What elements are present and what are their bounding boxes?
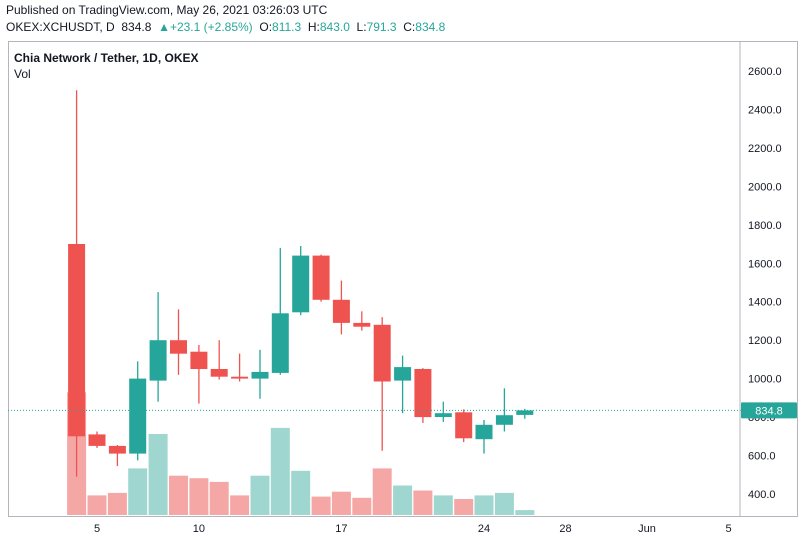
volume-bar-13 <box>311 496 331 515</box>
volume-bar-12 <box>291 470 311 515</box>
candle-body-4[interactable] <box>129 378 147 454</box>
x-tick-label: 28 <box>559 523 571 535</box>
y-tick-label: 1200.0 <box>748 335 782 347</box>
x-tick-label: 5 <box>725 523 731 535</box>
low-value: 791.3 <box>366 20 397 34</box>
ohlc-line: OKEX:XCHUSDT, D 834.8 ▲+23.1 (+2.85%) O:… <box>6 20 445 34</box>
y-tick-label: 1800.0 <box>748 220 782 232</box>
candle-body-14[interactable] <box>332 299 350 323</box>
volume-bar-15 <box>352 497 372 515</box>
candle-body-2[interactable] <box>88 434 106 446</box>
symbol-label: OKEX:XCHUSDT, D <box>6 20 115 34</box>
volume-bar-16 <box>372 468 392 515</box>
last-price-tag <box>741 402 797 419</box>
y-tick-label: 2000.0 <box>748 181 782 193</box>
close-value: 834.8 <box>415 20 446 34</box>
x-tick-label: 17 <box>335 523 347 535</box>
close-label: C: <box>403 20 416 34</box>
volume-bar-3 <box>107 492 127 515</box>
volume-bar-23 <box>515 510 535 515</box>
candle-body-6[interactable] <box>170 340 187 354</box>
volume-bar-4 <box>128 468 148 515</box>
candle-body-15[interactable] <box>353 322 371 327</box>
candle-body-21[interactable] <box>475 424 493 440</box>
candle-body-7[interactable] <box>190 351 208 369</box>
volume-bar-19 <box>433 495 453 515</box>
y-tick-label: 1400.0 <box>748 297 782 309</box>
candle-body-8[interactable] <box>210 369 228 377</box>
volume-layer <box>67 392 535 515</box>
candle-body-10[interactable] <box>251 371 269 379</box>
volume-bar-6 <box>169 475 188 515</box>
open-label: O: <box>259 20 273 34</box>
volume-bar-21 <box>474 495 494 515</box>
candle-body-16[interactable] <box>373 324 391 382</box>
last-price-value: 834.8 <box>121 20 152 34</box>
candle-body-3[interactable] <box>108 445 126 454</box>
change-arrow-icon: ▲ <box>158 20 170 34</box>
y-tick-label: 2600.0 <box>748 66 782 78</box>
volume-bar-8 <box>209 481 229 515</box>
y-tick-label: 1000.0 <box>748 374 782 386</box>
candle-body-18[interactable] <box>414 369 432 418</box>
last-price-tag-label: 834.8 <box>755 405 783 417</box>
volume-bar-5 <box>148 434 168 515</box>
y-tick-label: 600.0 <box>748 451 776 463</box>
candle-body-13[interactable] <box>312 255 330 300</box>
volume-bar-17 <box>393 485 413 515</box>
chart-frame <box>8 41 798 517</box>
candle-body-23[interactable] <box>516 410 534 415</box>
published-line: Published on TradingView.com, May 26, 20… <box>6 3 328 17</box>
candle-layer <box>68 90 534 477</box>
candle-body-11[interactable] <box>271 313 289 373</box>
candle-body-5[interactable] <box>149 340 167 381</box>
volume-bar-14 <box>331 491 351 515</box>
change-value: +23.1 (+2.85%) <box>169 20 253 34</box>
volume-bar-9 <box>230 495 250 515</box>
candle-body-9[interactable] <box>231 376 249 379</box>
volume-bar-10 <box>250 475 270 515</box>
low-label: L: <box>356 20 367 34</box>
volume-bar-7 <box>189 478 209 515</box>
open-value: 811.3 <box>272 20 302 34</box>
chart-legend-title: Chia Network / Tether, 1D, OKEX <box>14 51 199 65</box>
volume-bar-11 <box>270 427 290 515</box>
y-tick-label: 2400.0 <box>748 105 782 117</box>
volume-bar-20 <box>454 499 474 515</box>
volume-bar-2 <box>87 495 107 515</box>
axis-layer: 2600.0 2400.0 2200.0 2000.0 1800.0 1600.0 1400… <box>94 41 797 535</box>
y-tick-label: 400.0 <box>748 489 776 501</box>
high-value: 843.0 <box>319 20 350 34</box>
y-tick-label: 1600.0 <box>748 258 782 270</box>
volume-legend-label: Vol <box>14 67 31 81</box>
candle-body-20[interactable] <box>455 412 473 439</box>
x-tick-label: 5 <box>94 523 100 535</box>
x-tick-label: 24 <box>478 523 490 535</box>
volume-bar-18 <box>413 490 433 515</box>
candle-body-19[interactable] <box>434 413 452 417</box>
volume-bar-22 <box>494 492 514 515</box>
candle-body-22[interactable] <box>495 415 513 425</box>
candle-body-1[interactable] <box>68 244 86 437</box>
x-tick-label: 10 <box>193 523 205 535</box>
x-tick-label: Jun <box>638 523 656 535</box>
candle-body-17[interactable] <box>394 367 412 381</box>
high-label: H: <box>307 20 320 34</box>
y-tick-label: 2200.0 <box>748 143 782 155</box>
candle-body-12[interactable] <box>292 255 310 313</box>
